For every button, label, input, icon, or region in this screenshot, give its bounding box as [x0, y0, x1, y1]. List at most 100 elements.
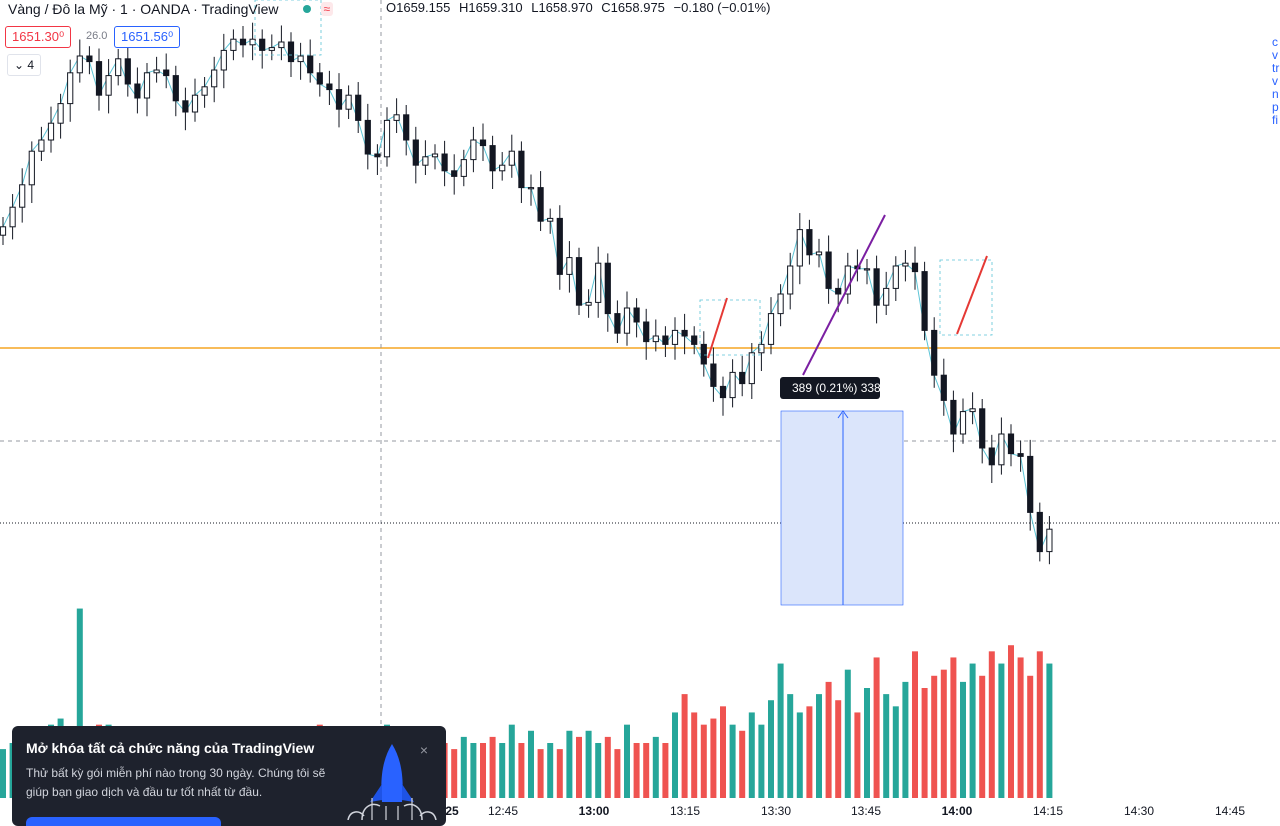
- volume-bar: [1036, 651, 1043, 798]
- volume-bar: [864, 688, 870, 798]
- volume-bar: [595, 743, 602, 798]
- ohlc-close: C1658.975: [601, 0, 665, 15]
- candle-body: [335, 89, 343, 110]
- candle-body: [623, 307, 631, 334]
- candle-body: [911, 262, 919, 273]
- candle-body: [259, 38, 266, 51]
- candle-body: [537, 187, 544, 222]
- candle-body: [566, 257, 573, 275]
- candle-body: [825, 251, 832, 289]
- volume-bar: [662, 743, 669, 798]
- volume-bar: [854, 712, 861, 798]
- candle-body: [211, 69, 218, 88]
- close-icon[interactable]: ×: [419, 742, 429, 758]
- volume-bar: [633, 743, 640, 798]
- indicators-toggle-button[interactable]: ⌄ 4: [7, 54, 41, 76]
- volume-bar: [806, 706, 813, 798]
- candle-body: [892, 265, 899, 289]
- candle-body: [67, 72, 74, 105]
- volume-bar: [624, 724, 630, 798]
- wave-icon[interactable]: ≈: [320, 2, 334, 16]
- candle-body: [364, 119, 371, 155]
- candle-body: [710, 363, 717, 387]
- candle-body: [940, 374, 947, 401]
- candle-body: [0, 226, 7, 236]
- volume-bar: [873, 657, 880, 798]
- volume-bar: [585, 730, 592, 798]
- candle-body: [921, 271, 928, 331]
- candle-body: [105, 75, 112, 96]
- candle-body: [86, 55, 93, 63]
- candle-body: [585, 301, 592, 306]
- candle-body: [988, 447, 995, 466]
- candle-body: [393, 114, 400, 121]
- volume-bar: [604, 736, 611, 798]
- candle-body: [518, 150, 525, 189]
- volume-bar: [499, 743, 506, 798]
- chevron-down-icon: ⌄: [13, 58, 25, 72]
- volume-bar: [556, 749, 563, 798]
- candle-body: [191, 94, 199, 113]
- volume-bar: [576, 736, 582, 798]
- volume-bar: [796, 712, 803, 798]
- time-tick-label: 13:30: [760, 804, 792, 818]
- volume-bar: [835, 700, 842, 798]
- volume-bar: [710, 718, 717, 798]
- candle-body: [959, 411, 967, 435]
- candle-body: [489, 145, 496, 172]
- candle-body: [556, 217, 563, 275]
- trend-lines[interactable]: [707, 214, 988, 376]
- candle-body: [748, 352, 755, 385]
- volume-bar: [998, 663, 1005, 798]
- candle-body: [835, 287, 842, 295]
- candle-body: [575, 257, 583, 306]
- candle-body: [374, 153, 381, 158]
- candle-body: [863, 268, 871, 271]
- candle-body: [950, 399, 957, 435]
- measure-range-box[interactable]: [780, 410, 904, 606]
- time-tick-label: 13:15: [669, 804, 701, 818]
- volume-bar: [547, 743, 554, 798]
- ohlc-high: H1659.310: [458, 0, 523, 15]
- candle-body: [431, 153, 439, 158]
- volume-bar: [950, 657, 957, 798]
- promo-body: Thử bất kỳ gói miễn phí nào trong 30 ngà…: [26, 766, 326, 799]
- time-axis[interactable]: 25 12:45 13:00 13:15 13:30 13:45 14:00 14:15 14:…: [0, 798, 1280, 822]
- candle-body: [28, 150, 35, 186]
- candle-body: [931, 329, 938, 376]
- volume-bar: [451, 749, 458, 798]
- candle-body: [1027, 455, 1034, 513]
- volume-bar: [700, 724, 707, 798]
- candle-body: [355, 94, 362, 121]
- volume-bar: [537, 749, 544, 798]
- buy-price-button[interactable]: 1651.56⁰: [114, 26, 181, 48]
- volume-bar: [566, 730, 573, 798]
- candle-body: [201, 86, 208, 96]
- sell-price-button[interactable]: 1651.30⁰: [5, 26, 72, 48]
- volume-bar: [748, 712, 755, 798]
- candle-body: [134, 83, 141, 99]
- volume-bar: [460, 736, 467, 798]
- candle-body: [787, 265, 794, 295]
- candle-body: [499, 164, 506, 172]
- candle-body: [163, 69, 170, 77]
- volume-bar: [739, 730, 746, 798]
- volume-bar: [691, 712, 698, 798]
- symbol-legend[interactable]: Vàng / Đô la Mỹ · 1 · OANDA · TradingVie…: [8, 0, 334, 18]
- candle-body: [441, 153, 448, 172]
- candle-body: [19, 184, 26, 208]
- volume-bar: [672, 712, 678, 798]
- candle-body: [9, 206, 16, 228]
- candle-body: [249, 38, 256, 46]
- volume-bar: [729, 724, 736, 798]
- candle-body: [182, 100, 189, 113]
- candle-body: [38, 139, 45, 152]
- candle-body: [547, 217, 554, 222]
- volume-bar: [76, 608, 83, 798]
- candle-body: [614, 313, 621, 334]
- candle-body: [671, 329, 679, 345]
- candlesticks: [0, 22, 1053, 565]
- candle-body: [422, 156, 429, 166]
- candle-body: [604, 262, 611, 315]
